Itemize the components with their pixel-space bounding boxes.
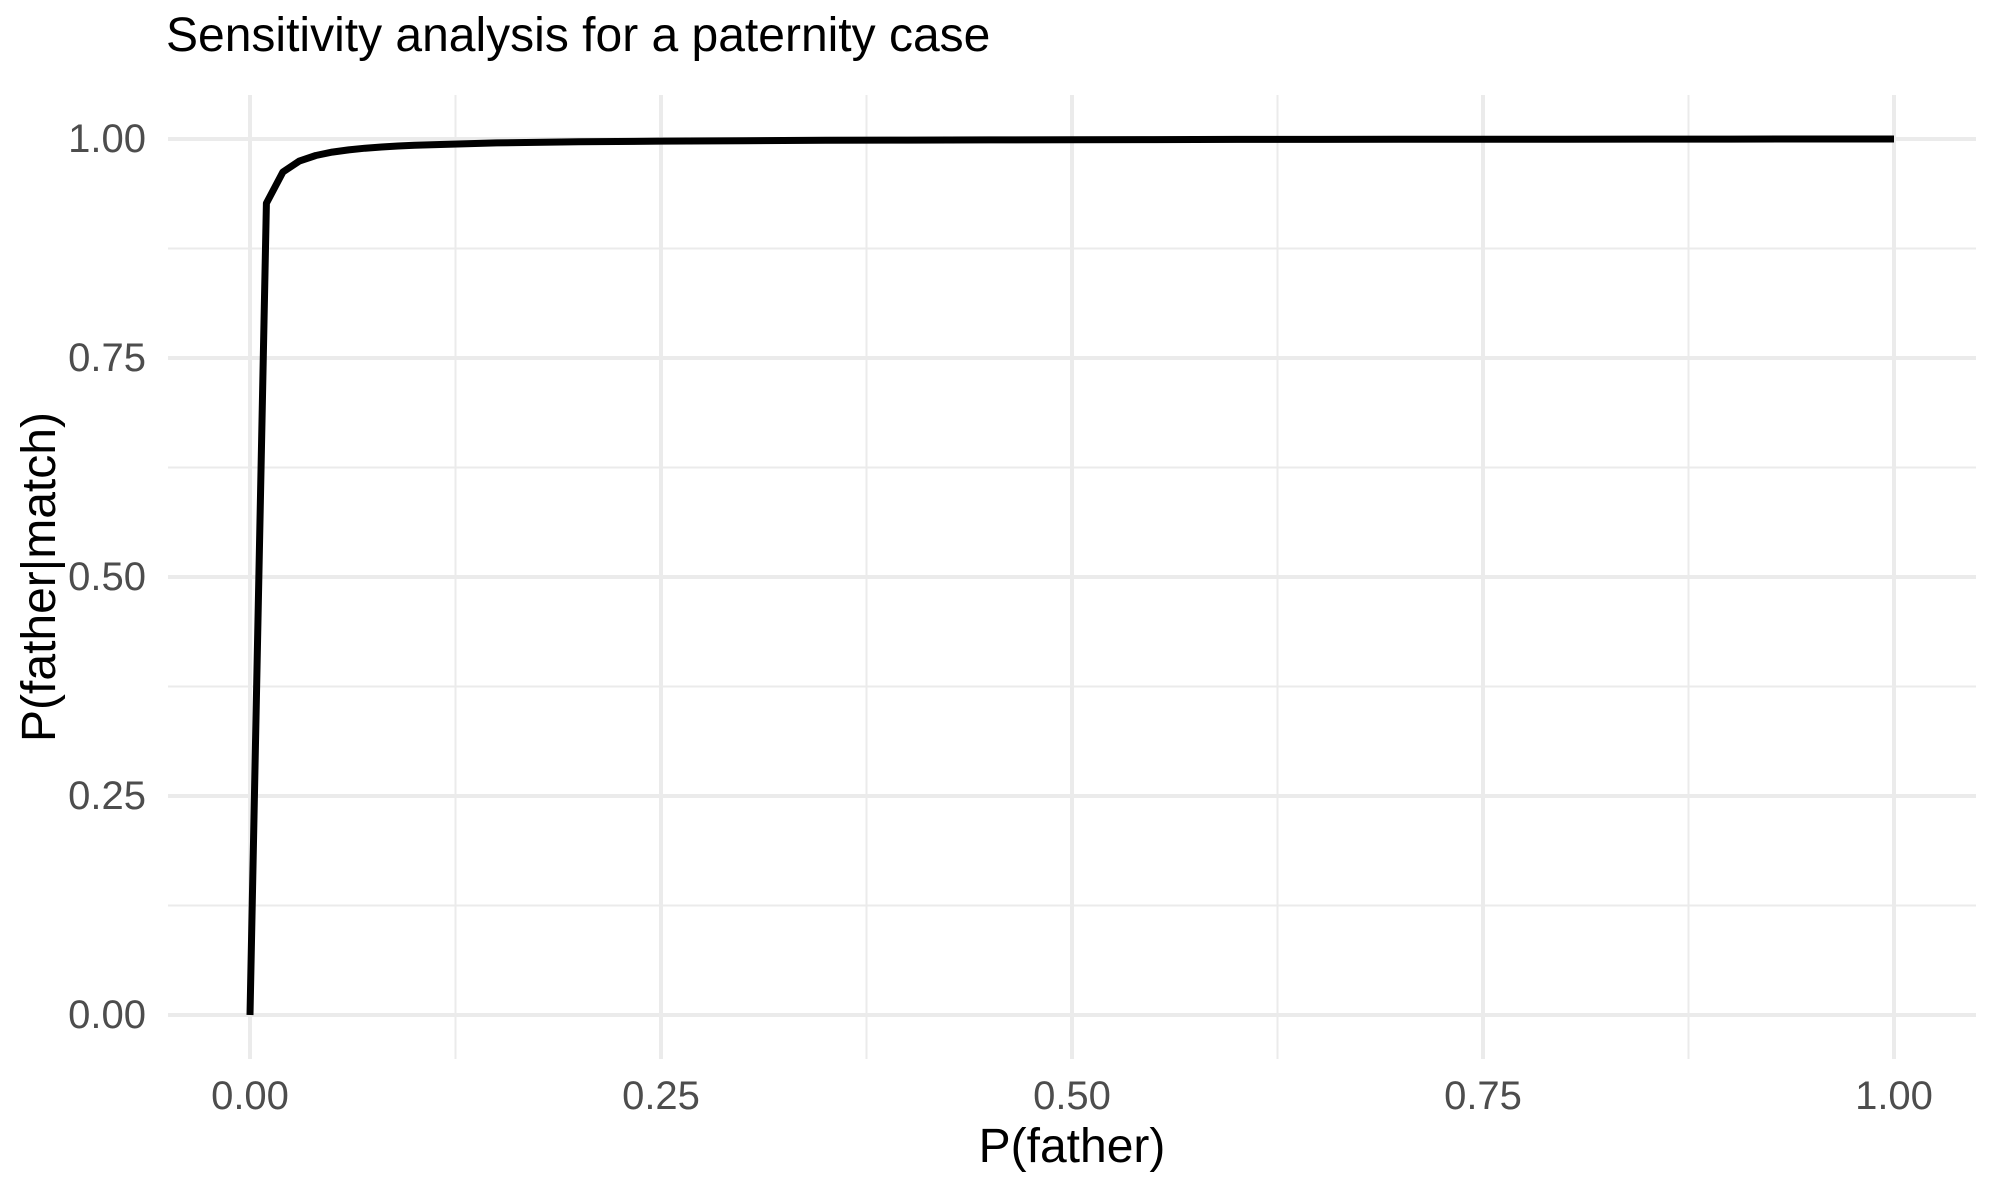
x-tick-label: 0.50 [1033,1074,1111,1118]
x-tick-label: 0.75 [1444,1074,1522,1118]
y-tick-label: 0.00 [68,993,146,1037]
y-tick-label: 0.25 [68,774,146,818]
y-tick-label: 0.75 [68,336,146,380]
chart-title: Sensitivity analysis for a paternity cas… [166,9,991,62]
y-tick-label: 0.50 [68,555,146,599]
y-tick-label: 1.00 [68,117,146,161]
x-tick-label: 0.00 [211,1074,289,1118]
x-tick-label: 1.00 [1855,1074,1933,1118]
x-tick-label: 0.25 [622,1074,700,1118]
posterior-curve [246,135,1894,1016]
x-axis-title: P(father) [978,1120,1166,1173]
